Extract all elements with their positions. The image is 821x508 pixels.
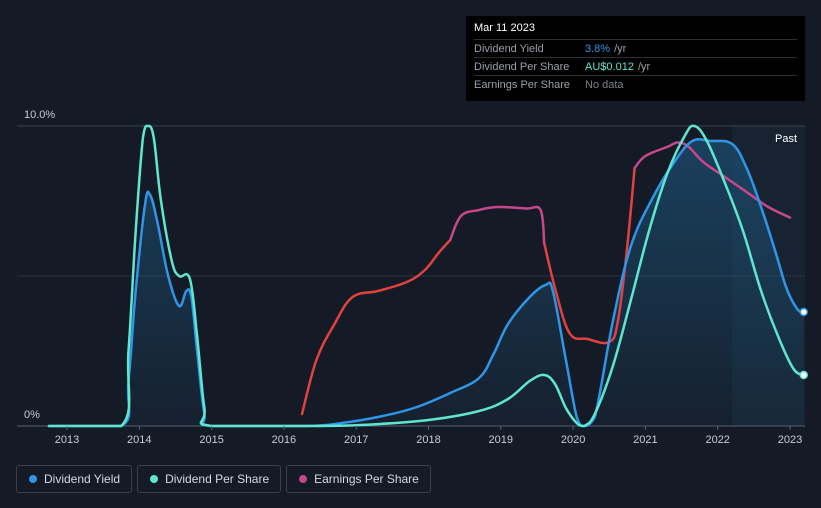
tooltip-unit: /yr: [637, 60, 651, 73]
tooltip: Mar 11 2023 Dividend Yield 3.8% /yr Divi…: [466, 16, 805, 101]
legend-dividend-yield[interactable]: Dividend Yield: [16, 465, 133, 493]
tooltip-date: Mar 11 2023: [474, 22, 535, 34]
legend: Dividend Yield Dividend Per Share Earnin…: [16, 465, 431, 493]
x-tick-label: 2018: [416, 434, 440, 446]
tooltip-label: Earnings Per Share: [474, 78, 570, 91]
legend-earnings-per-share[interactable]: Earnings Per Share: [286, 465, 431, 493]
tooltip-row-dividend-per-share: Dividend Per Share AU$0.012 /yr: [474, 57, 797, 75]
x-tick-label: 2022: [705, 434, 729, 446]
legend-label: Dividend Yield: [44, 472, 121, 486]
dividend-per-share-line: [47, 124, 805, 428]
x-tick-label: 2019: [489, 434, 513, 446]
tooltip-value: AU$0.012: [585, 60, 634, 73]
x-ticks: 2013 2014 2015 2016 2017 2018 2019 2020 2021 2022…: [55, 426, 802, 446]
legend-label: Earnings Per Share: [314, 472, 419, 486]
x-tick-label: 2016: [272, 434, 296, 446]
earnings-per-share-line: [300, 238, 452, 416]
end-marker: [799, 370, 808, 380]
earnings-per-share-line: [448, 205, 546, 245]
tooltip-row-earnings-per-share: Earnings Per Share No data: [474, 75, 797, 93]
legend-dividend-per-share[interactable]: Dividend Per Share: [137, 465, 282, 493]
tooltip-label: Dividend Yield: [474, 42, 544, 55]
y-axis-bottom-label: 0%: [24, 409, 40, 421]
tooltip-value: 3.8%: [585, 42, 611, 55]
end-marker: [799, 307, 808, 317]
earnings-per-share-line: [542, 166, 636, 345]
legend-dot-icon: [150, 475, 159, 483]
x-tick-label: 2023: [778, 434, 802, 446]
y-axis-top-label: 10.0%: [24, 109, 55, 121]
series-layer: [47, 124, 808, 428]
legend-dot-icon: [29, 475, 37, 483]
chart: 10.0% 0% Past 2013 2014 2015 2016 2017 2018 20…: [17, 109, 808, 446]
past-label: Past: [775, 133, 797, 145]
x-tick-label: 2015: [199, 434, 223, 446]
tooltip-unit: /yr: [614, 42, 627, 55]
x-tick-label: 2013: [55, 434, 79, 446]
tooltip-value: No data: [585, 78, 624, 91]
tooltip-label: Dividend Per Share: [474, 60, 570, 73]
x-tick-label: 2017: [344, 434, 368, 446]
legend-dot-icon: [299, 475, 308, 483]
legend-label: Dividend Per Share: [165, 472, 270, 486]
x-tick-label: 2021: [633, 434, 657, 446]
dividend-yield-area: [48, 139, 804, 427]
tooltip-row-dividend-yield: Dividend Yield 3.8% /yr: [474, 39, 797, 57]
x-tick-label: 2020: [561, 434, 585, 446]
x-tick-label: 2014: [127, 434, 151, 446]
dividend-yield-line: [47, 137, 805, 428]
